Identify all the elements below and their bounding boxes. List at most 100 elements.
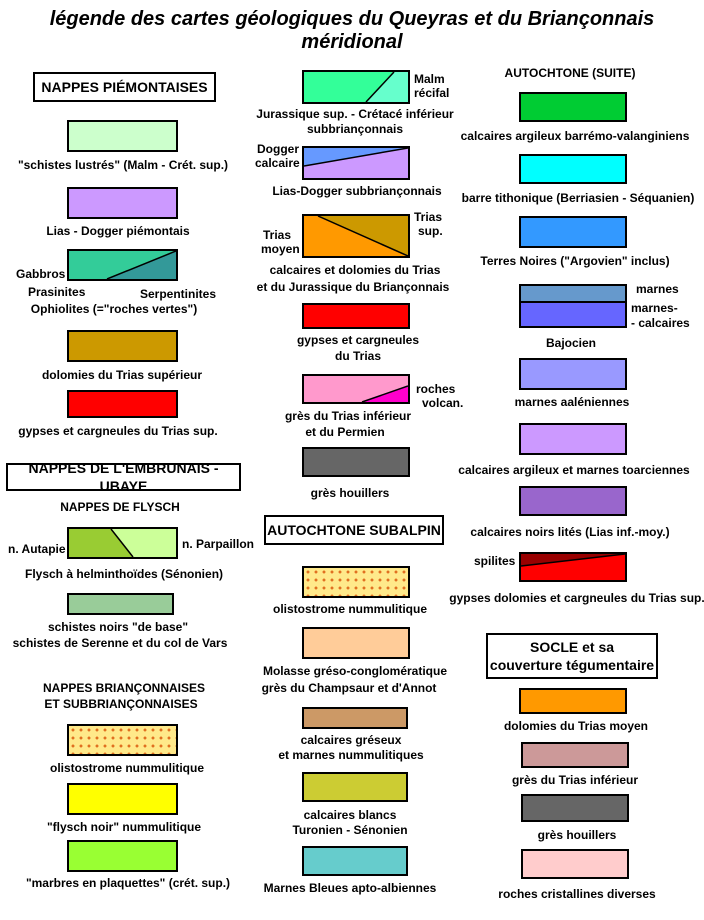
label-calcaire: calcaire (255, 156, 300, 170)
swatch-olistostrome-1 (67, 724, 178, 756)
label-gres-trias-inf-1: grès du Trias inférieur (284, 409, 412, 423)
header-nappes-piemontaises: NAPPES PIÉMONTAISES (33, 72, 216, 102)
swatch-jurassique-sup (302, 70, 410, 104)
label-calcaires-blancs-2: Turonien - Sénonien (292, 823, 408, 837)
label-gypses-dolomies: gypses dolomies et cargneules du Trias s… (449, 591, 704, 605)
label-dolomies-trias-moyen: dolomies du Trias moyen (503, 719, 649, 733)
swatch-calcaires-greseux (302, 707, 408, 729)
label-calc-barremo: calcaires argileux barrémo-valanginiens (460, 129, 690, 143)
header-socle-line1: SOCLE et sa (529, 639, 615, 655)
label-marnes-dash: marnes- (631, 301, 678, 315)
label-trias-moyen-1: Trias (263, 228, 292, 242)
label-gypses-trias-2: du Trias (334, 349, 382, 363)
label-n-autapie: n. Autapie (8, 542, 66, 556)
swatch-dolomies-trias-moyen (519, 688, 627, 714)
label-marbres-plaquettes: "marbres en plaquettes" (crét. sup.) (25, 876, 231, 890)
label-lias-dogger-sub: Lias-Dogger subbriançonnais (272, 184, 442, 198)
label-schistes-lustres: "schistes lustrés" (Malm - Crét. sup.) (17, 158, 229, 172)
header-nappes-embrunais: NAPPES DE L'EMBRUNAIS - UBAYE (6, 460, 241, 494)
swatch-marnes-bleues (302, 846, 408, 876)
swatch-flysch-helminthoides (67, 527, 178, 559)
label-calcaires-blancs-1: calcaires blancs (303, 808, 397, 822)
swatch-gypses-trias-sup (67, 390, 178, 418)
swatch-gres-houillers-2 (521, 794, 629, 822)
label-lias-dogger-piemontais: Lias - Dogger piémontais (46, 224, 190, 238)
swatch-marnes-aaleniennes (519, 358, 627, 390)
label-calcaires-greseux-1: calcaires gréseux (300, 733, 402, 747)
label-prasinites: Prasinites (28, 285, 86, 299)
label-roches-cristallines: roches cristallines diverses (498, 887, 656, 901)
swatch-schistes-lustres (67, 120, 178, 152)
label-spilites: spilites (474, 554, 516, 568)
label-molasse-1: Molasse gréso-conglomératique (262, 664, 448, 678)
swatch-molasse (302, 627, 410, 659)
label-olistostrome-2: olistostrome nummulitique (272, 602, 428, 616)
swatch-olistostrome-2 (302, 566, 410, 598)
label-olistostrome-1: olistostrome nummulitique (49, 761, 205, 775)
label-bajocien: Bajocien (545, 336, 597, 350)
label-trias-moyen-2: moyen (261, 242, 300, 256)
swatch-barre-tithonique (519, 154, 627, 184)
label-gypses-trias-sup: gypses et cargneules du Trias sup. (18, 424, 218, 438)
label-marnes: marnes (636, 282, 679, 296)
swatch-ophiolites (67, 249, 178, 281)
label-terres-noires: Terres Noires ("Argovien" inclus) (480, 254, 670, 268)
label-molasse-2: grès du Champsaur et d'Annot (261, 681, 437, 695)
label-marnes-bleues: Marnes Bleues apto-albiennes (263, 881, 437, 895)
swatch-calc-barremo (519, 92, 627, 122)
label-roches: roches (416, 382, 456, 396)
label-gres-trias-inf-2: et du Permien (305, 425, 385, 439)
label-volcan: volcan. (422, 396, 464, 410)
label-calcaires-dash: - calcaires (631, 316, 690, 330)
swatch-flysch-noir (67, 783, 178, 815)
label-calc-toarciennes: calcaires argileux et marnes toarciennes (458, 463, 690, 477)
label-jurassique-sup-1: Jurassique sup. - Crétacé inférieur (256, 107, 454, 121)
label-barre-tithonique: barre tithonique (Berriasien - Séquanien… (461, 191, 695, 205)
label-calc-dolo-trias-2: et du Jurassique du Briançonnais (256, 280, 450, 294)
label-dogger: Dogger (257, 142, 299, 156)
label-jurassique-sup-2: subbriançonnais (306, 122, 404, 136)
label-calc-dolo-trias-1: calcaires et dolomies du Trias (269, 263, 441, 277)
label-trias-sup-2: sup. (418, 224, 443, 238)
swatch-calc-noirs-lites (519, 486, 627, 516)
label-dolomies-trias-sup: dolomies du Trias supérieur (41, 368, 203, 382)
swatch-roches-cristallines (521, 849, 629, 879)
subheader-autochtone-suite: AUTOCHTONE (SUITE) (504, 66, 636, 80)
label-recifal: récifal (414, 86, 450, 100)
swatch-calc-toarciennes (519, 423, 627, 455)
label-gypses-trias-1: gypses et cargneules (296, 333, 420, 347)
subheader-nappes-brianconnaises-1: NAPPES BRIANÇONNAISES (42, 681, 206, 695)
swatch-gres-houillers-1 (302, 447, 410, 477)
swatch-lias-dogger-piemontais (67, 187, 178, 219)
label-gres-trias-inferieur: grès du Trias inférieur (511, 773, 639, 787)
subheader-nappes-brianconnaises-2: ET SUBBRIANÇONNAISES (44, 697, 198, 711)
swatch-gypses-trias (302, 303, 410, 329)
label-marnes-aaleniennes: marnes aaléniennes (514, 395, 630, 409)
swatch-calc-dolo-trias (302, 214, 410, 258)
header-autochtone-subalpin: AUTOCHTONE SUBALPIN (264, 515, 444, 545)
label-calc-noirs-lites: calcaires noirs lités (Lias inf.-moy.) (470, 525, 670, 539)
swatch-dolomies-trias-sup (67, 330, 178, 362)
label-serpentinites: Serpentinites (140, 287, 217, 301)
header-socle: SOCLE et sa couverture tégumentaire (486, 633, 658, 679)
label-gres-houillers-2: grès houillers (537, 828, 617, 842)
label-schistes-noirs-2: schistes de Serenne et du col de Vars (12, 636, 228, 650)
swatch-lias-dogger-sub (302, 146, 410, 180)
header-socle-line2: couverture tégumentaire (489, 657, 655, 673)
label-gabbros: Gabbros (16, 267, 66, 281)
swatch-gres-trias-inferieur (521, 742, 629, 768)
swatch-terres-noires (519, 216, 627, 248)
swatch-bajocien (519, 284, 627, 328)
label-flysch-helminthoides: Flysch à helminthoïdes (Sénonien) (24, 567, 224, 581)
label-ophiolites: Ophiolites (="roches vertes") (30, 302, 198, 316)
swatch-schistes-noirs (67, 593, 174, 615)
swatch-gres-trias-inf-permien (302, 374, 410, 404)
swatch-calcaires-blancs (302, 772, 408, 802)
label-flysch-noir: "flysch noir" nummulitique (46, 820, 202, 834)
label-calcaires-greseux-2: et marnes nummulitiques (278, 748, 424, 762)
label-schistes-noirs-1: schistes noirs "de base" (47, 620, 189, 634)
legend-title: légende des cartes géologiques du Queyra… (49, 8, 655, 53)
label-malm: Malm (414, 72, 445, 86)
subheader-nappes-flysch: NAPPES DE FLYSCH (60, 500, 180, 514)
swatch-marbres-plaquettes (67, 840, 178, 872)
